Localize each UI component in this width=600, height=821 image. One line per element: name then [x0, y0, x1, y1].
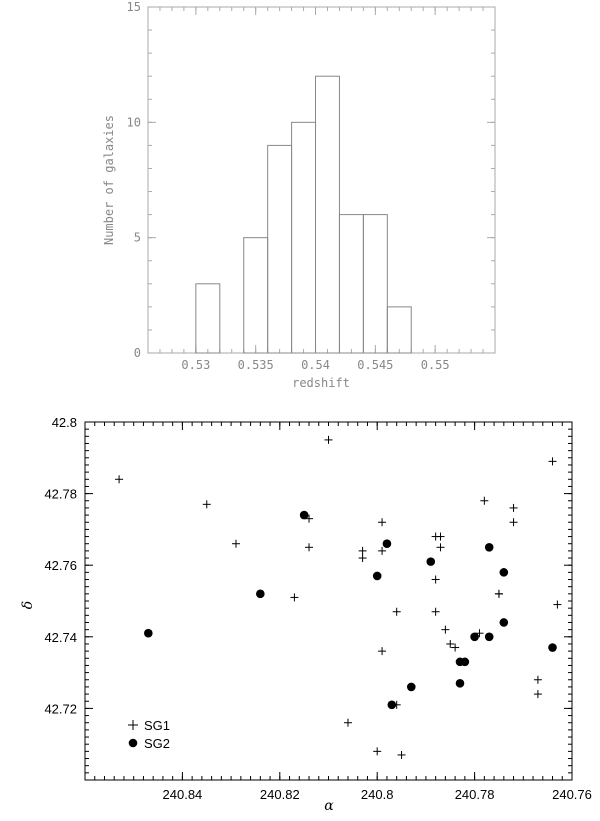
sg1-point [431, 607, 440, 616]
scatter-x-ticks: 240.84 240.82 240.8 240.78 240.76 [84, 422, 592, 802]
legend-sg1-label: SG1 [144, 718, 170, 733]
sg2-point [499, 568, 509, 577]
sg1-point [436, 532, 445, 541]
hist-y-ticks: 0 5 10 15 [127, 0, 495, 360]
sg2-point [484, 632, 494, 642]
sg2-point [406, 682, 416, 692]
hist-x-tick-label: 0.545 [357, 358, 393, 372]
hist-x-tick-label: 0.55 [421, 358, 450, 372]
sg1-point [378, 518, 387, 527]
scatter-y-tick-label: 42.76 [44, 558, 77, 573]
sg1-point [324, 435, 333, 444]
sg1-point [436, 543, 445, 552]
sg2-point [144, 628, 153, 638]
hist-bars [195, 75, 412, 354]
sg2-point [484, 543, 494, 552]
hist-x-ticks: 0.53 0.535 0.54 0.545 0.55 [147, 7, 496, 372]
sg1-point [480, 496, 489, 505]
hist-x-tick-label: 0.535 [238, 358, 274, 372]
scatter-x-tick-label: 240.76 [552, 787, 592, 802]
sg2-point [455, 679, 465, 688]
scatter-x-tick-label: 240.78 [455, 787, 495, 802]
scatter-y-tick-label: 42.72 [44, 701, 77, 716]
scatter-x-tick-label: 240.84 [163, 787, 203, 802]
hist-x-tick-label: 0.53 [181, 358, 210, 372]
hist-bar [362, 214, 388, 354]
legend-sg2-label: SG2 [144, 736, 170, 751]
sg2-point [426, 557, 436, 566]
sg2-point [382, 539, 392, 549]
scatter-x-label: α [324, 798, 334, 814]
hist-y-tick-label: 0 [134, 346, 141, 360]
hist-x-label: redshift [292, 376, 350, 390]
hist-y-label: Number of galaxies [102, 115, 116, 245]
sg1-point [509, 503, 518, 512]
scatter-y-ticks: 42.72 42.74 42.76 42.78 42.8 [44, 415, 572, 781]
sg1-point [509, 518, 518, 527]
sg2-point [372, 571, 382, 581]
hist-y-tick-label: 10 [127, 115, 141, 129]
sg2-point [256, 589, 265, 599]
sg1-point [446, 639, 455, 648]
redshift-histogram: 0.53 0.535 0.54 0.545 0.55 0 5 10 15 redshift N… [102, 0, 496, 390]
sg1-point [305, 543, 314, 552]
scatter-x-tick-label: 240.8 [361, 787, 394, 802]
sg1-point [378, 647, 387, 656]
sg1-point [392, 607, 401, 616]
sg1-point [115, 475, 124, 484]
hist-bar [386, 306, 412, 354]
sg1-point [431, 575, 440, 584]
sg2-point [299, 510, 309, 520]
sg1-point [358, 554, 367, 563]
scatter-y-tick-label: 42.8 [52, 415, 77, 430]
sg2-point [460, 657, 470, 667]
scatter-legend: SG1 SG2 [128, 718, 170, 751]
hist-frame [147, 6, 496, 354]
hist-bar [338, 214, 364, 354]
legend-item-sg2: SG2 [128, 736, 170, 751]
hist-x-tick-label: 0.54 [301, 358, 330, 372]
sg1-point [231, 539, 240, 548]
hist-bar [243, 237, 269, 354]
sg2-point [470, 632, 479, 642]
sg1-point [373, 747, 382, 756]
hist-bar [291, 121, 317, 354]
sg1-point [533, 690, 542, 699]
sg1-point [202, 500, 211, 509]
sg1-point [290, 593, 299, 602]
sg1-point [397, 750, 406, 759]
sg1-point [451, 643, 460, 652]
sg1-point [494, 589, 503, 598]
sg2-point [387, 700, 397, 710]
sg1-point [343, 718, 352, 727]
scatter-y-label: δ [20, 601, 36, 609]
hist-bar [267, 144, 293, 354]
hist-bar [315, 75, 340, 354]
sg1-point [378, 546, 387, 555]
sg1-point [533, 675, 542, 684]
legend-item-sg1: SG1 [128, 718, 170, 733]
sg2-point [548, 643, 557, 652]
sg2-point [499, 618, 509, 627]
sg1-point [441, 625, 450, 634]
hist-y-tick-label: 5 [134, 231, 141, 245]
scatter-y-tick-label: 42.74 [44, 630, 77, 645]
scatter-y-tick-label: 42.78 [44, 487, 77, 502]
sky-position-scatter: 240.84 240.82 240.8 240.78 240.76 42.72 42.74… [20, 415, 592, 814]
legend-sg2-marker [128, 738, 138, 748]
scatter-x-tick-label: 240.82 [260, 787, 300, 802]
sg1-point [548, 457, 557, 466]
sg1-point [553, 600, 562, 609]
scatter-points [115, 435, 562, 759]
hist-bar [195, 283, 221, 354]
sg1-point [358, 546, 367, 555]
hist-y-tick-label: 15 [127, 0, 141, 14]
